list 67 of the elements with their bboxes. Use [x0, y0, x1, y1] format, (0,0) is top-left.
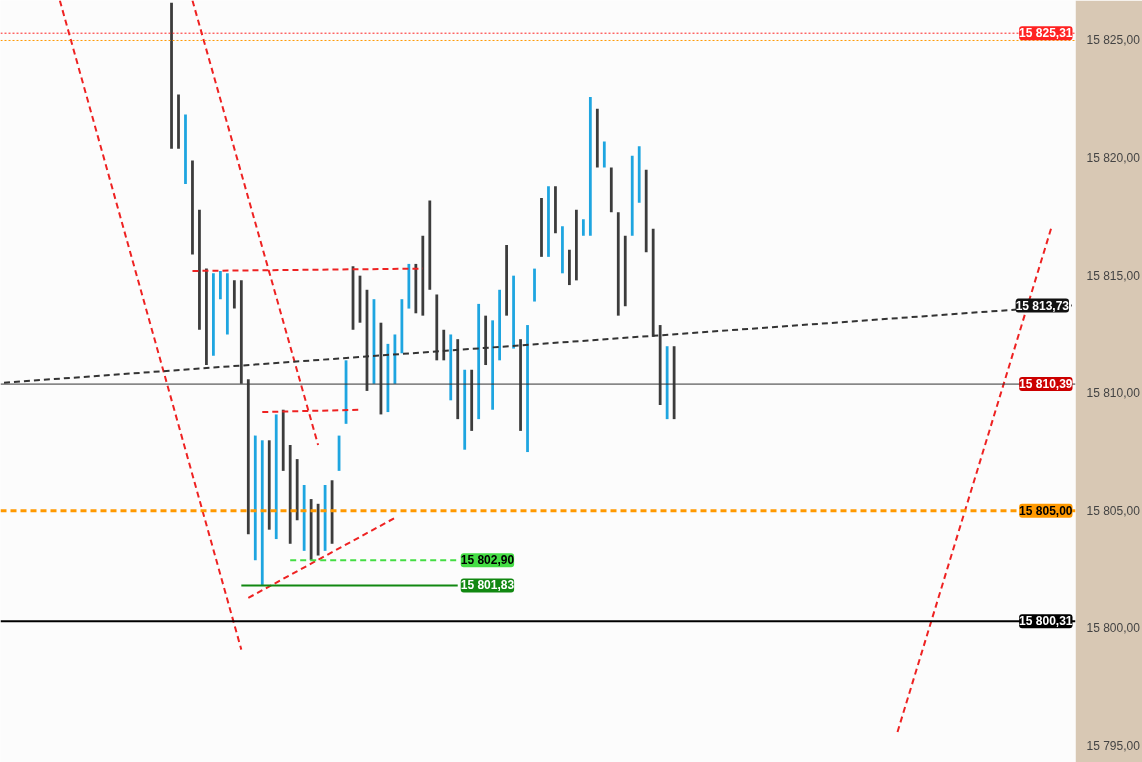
bar [554, 186, 557, 234]
bar [505, 245, 508, 316]
bar [609, 167, 613, 213]
bar [309, 499, 313, 561]
bar [421, 235, 425, 316]
bar [288, 445, 292, 544]
bar [616, 212, 620, 316]
bar [512, 275, 515, 349]
y-tick-label: 15 800,00 [1086, 621, 1141, 636]
data-label: 15 801,83 [460, 578, 515, 593]
bar [442, 329, 446, 361]
bar [260, 440, 264, 585]
bar [623, 235, 627, 307]
bar [547, 186, 550, 257]
bar [274, 414, 278, 540]
bar [498, 289, 501, 361]
bar [637, 146, 641, 203]
bar [225, 273, 229, 335]
bar [484, 315, 488, 366]
bar [267, 440, 271, 530]
bar [212, 273, 215, 356]
bar [581, 219, 585, 236]
bar [198, 209, 201, 330]
bar [463, 369, 467, 450]
ref-line-label: 15 800,31 [1019, 614, 1073, 629]
y-tick-label: 15 795,00 [1086, 739, 1141, 754]
bar [407, 263, 411, 309]
bar [540, 198, 543, 257]
bar [644, 169, 648, 253]
bar [526, 325, 529, 453]
bar [575, 209, 578, 281]
bar [561, 226, 564, 274]
bar [232, 280, 236, 309]
bar [595, 108, 599, 168]
bar [602, 141, 606, 168]
bar [191, 160, 194, 255]
bar [568, 249, 571, 286]
y-tick-label: 15 810,00 [1086, 386, 1141, 401]
bar [588, 96, 592, 236]
bar [428, 200, 432, 290]
bar [414, 263, 418, 314]
data-label: 15 802,90 [460, 553, 515, 568]
bar [218, 270, 222, 300]
bar [316, 503, 320, 556]
bar [400, 299, 404, 354]
bar [281, 409, 285, 471]
ref-line-label: 15 810,39 [1019, 377, 1073, 392]
bar [184, 114, 187, 184]
bar [177, 94, 180, 149]
y-tick-label: 15 825,00 [1086, 33, 1141, 48]
y-tick-label: 15 815,00 [1086, 268, 1141, 283]
bar [477, 303, 481, 420]
bar [253, 435, 257, 561]
ref-line-label: 15 825,31 [1019, 26, 1073, 41]
bar [449, 334, 453, 401]
data-label: 15 813,73 [1015, 298, 1070, 313]
bar [302, 484, 306, 551]
bar [295, 459, 299, 521]
bar [170, 2, 173, 149]
y-tick-label: 15 805,00 [1086, 503, 1141, 518]
bar [665, 346, 669, 420]
bar [533, 268, 536, 302]
bar [205, 268, 208, 366]
bar [491, 320, 495, 410]
ref-line-label: 15 805,00 [1019, 503, 1073, 518]
bar [630, 155, 634, 236]
y-tick-label: 15 820,00 [1086, 151, 1141, 166]
